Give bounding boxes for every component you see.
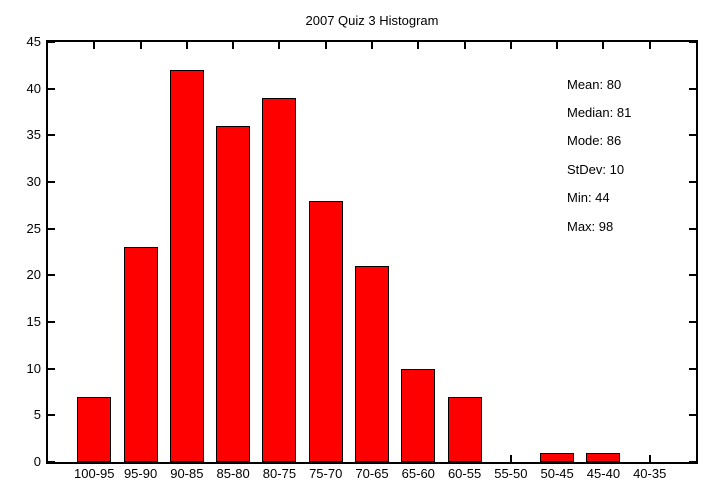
chart-title: 2007 Quiz 3 Histogram — [305, 13, 439, 28]
bar — [216, 126, 251, 462]
bar — [447, 396, 482, 462]
stat-line: Max: 98 — [567, 218, 614, 234]
x-tick-label: 85-80 — [216, 466, 250, 481]
y-tick-label: 40 — [26, 80, 41, 96]
y-tick — [48, 41, 55, 43]
bar — [401, 368, 436, 462]
y-tick-label: 30 — [26, 174, 41, 189]
x-tick — [602, 42, 605, 49]
x-tick — [463, 42, 466, 49]
y-tick — [48, 414, 55, 417]
stat-line: Mean: 80 — [567, 76, 622, 92]
y-tick — [689, 87, 696, 90]
y-tick-label: 45 — [26, 34, 41, 49]
x-tick-label: 60-55 — [447, 466, 482, 481]
y-tick-label: 15 — [26, 314, 41, 329]
y-tick — [48, 321, 55, 323]
y-tick — [48, 367, 55, 370]
x-tick — [371, 42, 373, 49]
y-tick — [689, 274, 696, 277]
x-tick — [232, 42, 235, 49]
y-tick — [689, 461, 696, 463]
x-tick — [648, 42, 651, 49]
y-tick — [689, 321, 696, 323]
x-tick — [509, 455, 512, 462]
y-tick-label: 0 — [33, 454, 41, 469]
x-tick — [185, 42, 188, 49]
y-tick-label: 10 — [26, 360, 41, 376]
x-tick — [648, 455, 651, 462]
y-tick-label: 25 — [26, 220, 41, 236]
bar — [308, 200, 343, 462]
y-tick — [689, 134, 696, 137]
x-tick — [324, 42, 327, 49]
y-tick — [48, 87, 55, 90]
x-tick-label: 55-50 — [494, 466, 528, 481]
bar — [169, 70, 204, 462]
stat-line: Median: 81 — [567, 105, 632, 121]
x-tick-label: 100-95 — [74, 466, 115, 481]
bar — [355, 266, 389, 462]
y-tick-label: 35 — [26, 127, 41, 143]
x-tick-label: 50-45 — [540, 466, 574, 481]
y-tick-label: 5 — [33, 407, 41, 423]
y-tick-label: 20 — [26, 267, 41, 283]
x-tick — [509, 42, 512, 49]
y-tick — [48, 227, 55, 230]
y-tick — [689, 227, 696, 230]
y-tick — [48, 274, 55, 277]
bar — [262, 98, 297, 462]
stat-line: StDev: 10 — [567, 161, 625, 177]
stat-line: Mode: 86 — [567, 133, 622, 149]
x-tick-label: 45-40 — [586, 466, 621, 481]
y-tick — [689, 414, 696, 417]
x-tick-label: 75-70 — [309, 466, 343, 481]
x-tick — [417, 42, 420, 49]
x-tick-label: 40-35 — [633, 466, 667, 481]
stat-line: Min: 44 — [567, 190, 610, 206]
x-tick — [278, 42, 281, 49]
x-tick — [139, 42, 142, 49]
y-tick — [48, 134, 55, 137]
bar — [540, 452, 575, 462]
bar — [586, 452, 621, 462]
y-tick — [689, 367, 696, 370]
x-tick-label: 90-85 — [170, 466, 204, 481]
y-tick — [48, 181, 55, 183]
stats-annotation-block: Mean: 80 Median: 81 Mode: 86 StDev: 10 Min: … — [567, 70, 631, 240]
x-tick-label: 95-90 — [123, 466, 158, 481]
x-tick-label: 80-75 — [262, 466, 297, 481]
bar — [77, 396, 112, 462]
x-tick — [93, 42, 96, 49]
bar — [123, 247, 158, 462]
y-tick — [48, 461, 55, 463]
x-tick — [556, 42, 559, 49]
x-tick-label: 65-60 — [401, 466, 435, 481]
y-tick — [689, 181, 696, 183]
y-tick — [689, 41, 696, 43]
plot-area — [46, 40, 698, 464]
x-tick-label: 70-65 — [355, 466, 389, 481]
